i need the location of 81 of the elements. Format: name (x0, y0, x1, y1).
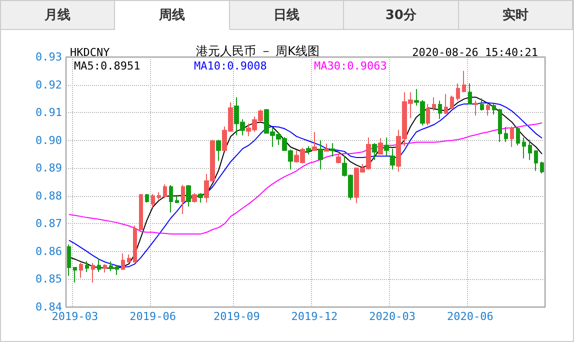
candlestick (115, 264, 119, 276)
y-tick-label: 0.92 (36, 78, 62, 92)
x-tick-label: 2019-03 (52, 310, 98, 323)
candlestick (163, 184, 167, 199)
annotation: 2020-08-26 15:40:21 (412, 46, 538, 59)
y-tick-label: 0.90 (36, 134, 62, 147)
candlestick (103, 264, 107, 274)
candlestick (378, 138, 383, 155)
candlestick (139, 193, 143, 231)
x-tick-label: 2019-12 (291, 310, 338, 323)
x-tick-label: 2020-03 (369, 310, 416, 323)
candlestick (516, 126, 520, 146)
candlestick (384, 137, 389, 157)
y-tick-label: 0.91 (36, 106, 62, 120)
candlestick (175, 196, 179, 204)
candlestick (438, 100, 442, 120)
candlestick (468, 82, 472, 105)
candlestick (198, 192, 203, 204)
candlestick (157, 192, 161, 200)
x-tick-label: 2019-06 (130, 310, 176, 323)
x-tick-label: 2019-09 (213, 310, 260, 323)
candlestick (181, 184, 185, 214)
candlestick (85, 260, 89, 272)
text: 月线 (1, 1, 116, 30)
candlestick (528, 139, 532, 161)
candlestick (444, 93, 448, 114)
y-tick-label: 0.89 (36, 162, 62, 175)
y-tick-label: 0.85 (36, 272, 62, 286)
candlestick (79, 262, 83, 278)
candlestick (540, 161, 544, 174)
candlestick (426, 103, 430, 126)
candlestick (109, 260, 113, 272)
candlestick (492, 103, 496, 115)
candlestick (372, 142, 377, 161)
candlestick (306, 146, 311, 155)
y-tick-label: 0.93 (36, 50, 62, 64)
candlestick (456, 82, 460, 102)
candlestick (510, 126, 514, 148)
candlestick (504, 126, 508, 142)
candlestick (330, 142, 335, 157)
candlestick (318, 140, 323, 170)
candlestick (151, 193, 155, 208)
chart-subtitle: HKDCNY (70, 46, 110, 59)
y-tick-label: 0.86 (36, 244, 62, 258)
candlestick (133, 225, 137, 264)
candlestick (534, 150, 538, 172)
candlestick (336, 153, 341, 164)
text: MA30:0.9063 (314, 60, 387, 72)
candlestick (462, 70, 466, 93)
candlestick (480, 98, 484, 112)
candlestick (486, 102, 490, 116)
candlestick (67, 244, 71, 276)
candlestick (390, 148, 395, 170)
x-tick-label: 2020-06 (446, 310, 494, 323)
text: 周线 (115, 1, 230, 30)
candlestick (97, 258, 101, 272)
text: 日线 (230, 1, 344, 30)
candlestick (145, 193, 149, 204)
line-series (68, 122, 543, 234)
candlestick (450, 95, 454, 110)
chart-title: 港元人民币 － 周K线图 (196, 44, 320, 58)
candlestick (474, 100, 478, 116)
y-tick-label: 0.88 (36, 189, 62, 202)
candlestick (127, 254, 131, 264)
candlestick (324, 143, 329, 152)
text: MA5:0.8951 (74, 60, 140, 72)
candlestick (522, 137, 526, 159)
candlestick (121, 252, 125, 271)
y-tick-label: 0.87 (36, 217, 62, 230)
text: 实时 (458, 1, 574, 30)
candlestick (312, 132, 317, 151)
text: MA10:0.9008 (194, 60, 267, 72)
candlestick (186, 184, 191, 207)
candlestick (432, 96, 436, 112)
candlestick (498, 108, 502, 142)
candlestick (192, 192, 197, 204)
candlestick (169, 184, 173, 214)
candlestick (91, 262, 95, 284)
text: 30分 (344, 1, 459, 30)
candlestick (216, 139, 221, 162)
candlestick (73, 267, 77, 284)
